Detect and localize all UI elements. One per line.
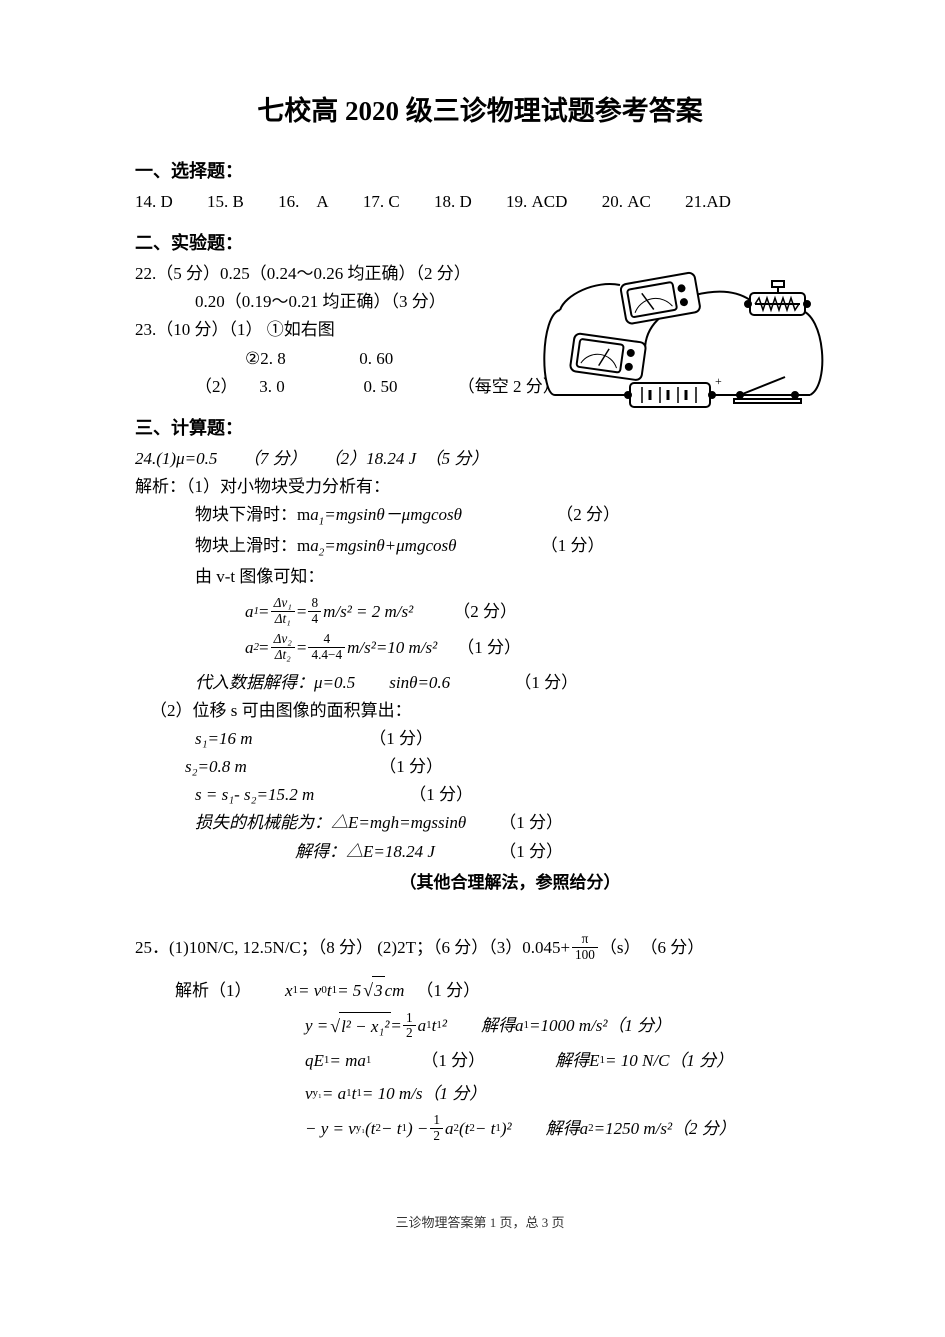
document-page: 七校高 2020 级三诊物理试题参考答案 一、选择题： 14. D 15. B … xyxy=(0,0,945,1274)
mc-17: 17. C xyxy=(363,188,400,215)
page-footer: 三诊物理答案第 1 页，总 3 页 xyxy=(135,1213,825,1234)
q24-anal-intro: 解析：（1）对小物块受力分析有： xyxy=(135,473,825,500)
mc-19: 19. ACD xyxy=(506,188,567,215)
q25-qE: qE1 = ma1 （1 分） 解得E1 = 10 N/C（1 分） xyxy=(135,1047,825,1074)
q24-vt-note: 由 v-t 图像可知： xyxy=(135,563,825,590)
other-method-note: （其他合理解法，参照给分） xyxy=(135,869,825,896)
svg-text:+: + xyxy=(715,374,722,388)
s1-line: s₁=16 m （1 分） xyxy=(135,725,825,752)
q25-x1: 解析（1） x1 = v0 t1 = 5 3 cm （1 分） xyxy=(135,976,825,1005)
mc-20: 20. AC xyxy=(602,188,651,215)
section-1-head: 一、选择题： xyxy=(135,157,825,186)
mc-16: 16. A xyxy=(278,188,329,215)
q24-p2-intro: （2）位移 s 可由图像的面积算出： xyxy=(135,697,825,724)
circuit-svg: + xyxy=(535,255,835,425)
section-2-head: 二、实验题： xyxy=(135,229,825,258)
q25-vy: vy₁ = a1 t1 = 10 m/s（1 分） xyxy=(135,1080,825,1107)
q24-up: 物块上滑时：ma2=mgsinθ+μmgcosθ （1 分） xyxy=(135,532,825,562)
E-res: 解得：△E=18.24 J （1 分） xyxy=(135,838,825,865)
mc-15: 15. B xyxy=(207,188,244,215)
q25-neg-y: − y = vy₁ (t2 − t1 ) − 12 a2 (t2 − t1 )²… xyxy=(135,1113,825,1143)
multiple-choice-answers: 14. D 15. B 16. A 17. C 18. D 19. ACD 20… xyxy=(135,188,825,215)
q25-summary: 25．(1)10N/C, 12.5N/C；（8 分） (2)2T；（6 分）（3… xyxy=(135,932,825,962)
E-line: 损失的机械能为：△E=mgh=mgssinθ （1 分） xyxy=(135,809,825,836)
q24-solve: 代入数据解得：μ=0.5 sinθ=0.6 （1 分） xyxy=(135,669,825,696)
s2-line: s₂=0.8 m （1 分） xyxy=(135,753,825,780)
eq-a1: a1 = Δv₁Δt₁ = 84 m/s² = 2 m/s² （2 分） xyxy=(135,596,825,626)
q24-down: 物块下滑时：ma1=mgsinθ－μmgcosθ （2 分） xyxy=(135,501,825,531)
eq-a2: a2 = Δv₂Δt₂ = 44.4−4 m/s²=10 m/s² （1 分） xyxy=(135,632,825,662)
mc-18: 18. D xyxy=(434,188,472,215)
q24-summary: 24.(1)μ=0.5 （7 分） （2）18.24 J （5 分） xyxy=(135,445,825,472)
mc-21: 21.AD xyxy=(685,188,731,215)
s-line: s = s₁- s₂=15.2 m （1 分） xyxy=(135,781,825,808)
page-title: 七校高 2020 级三诊物理试题参考答案 xyxy=(135,90,825,133)
circuit-figure: + xyxy=(535,255,835,425)
mc-14: 14. D xyxy=(135,188,173,215)
q25-y: y = l² − x₁² = 12 a1 t1 ² 解得a1 =1000 m/s… xyxy=(135,1011,825,1041)
